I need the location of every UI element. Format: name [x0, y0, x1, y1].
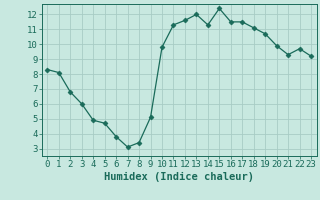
X-axis label: Humidex (Indice chaleur): Humidex (Indice chaleur): [104, 172, 254, 182]
